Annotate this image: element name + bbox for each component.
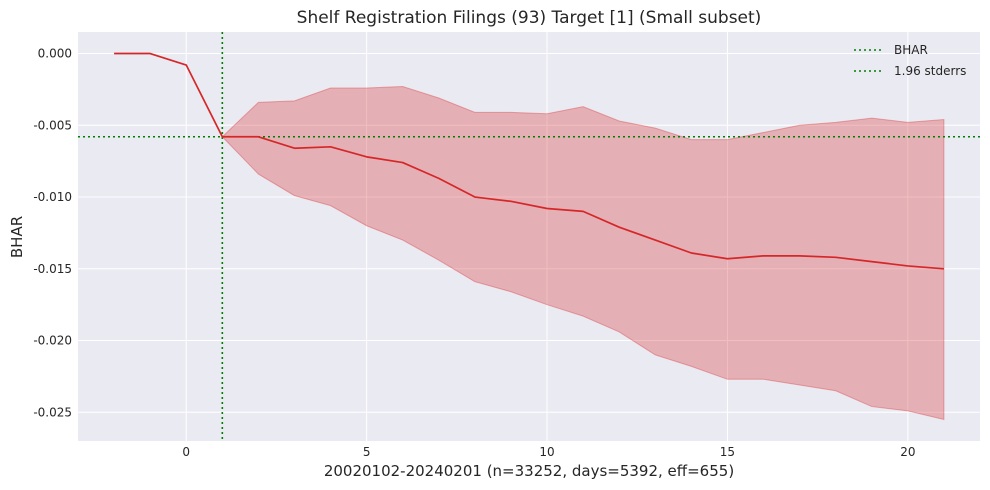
grid bbox=[78, 32, 980, 441]
x-tick-label: 20 bbox=[900, 445, 915, 459]
x-tick-label: 5 bbox=[363, 445, 371, 459]
bhar-line bbox=[114, 52, 944, 270]
x-tick-label: 0 bbox=[182, 445, 190, 459]
legend-label-bhar: BHAR bbox=[894, 43, 928, 57]
stderr-band bbox=[221, 86, 945, 421]
plot-background bbox=[78, 32, 980, 441]
tick-labels: 0 5 10 15 20 0.000 -0.005 -0.010 -0.015 -0.020 -0.… bbox=[33, 47, 915, 459]
error-band-layer bbox=[221, 86, 945, 421]
x-tick-label: 15 bbox=[720, 445, 735, 459]
legend-label-stderrs: 1.96 stderrs bbox=[894, 64, 966, 78]
legend: BHAR 1.96 stderrs bbox=[854, 43, 966, 78]
y-tick-label: -0.020 bbox=[33, 334, 72, 348]
x-axis-label: 20020102-20240201 (n=33252, days=5392, e… bbox=[324, 462, 734, 480]
y-tick-label: 0.000 bbox=[38, 47, 72, 61]
y-tick-label: -0.015 bbox=[33, 262, 72, 276]
x-tick-label: 10 bbox=[539, 445, 554, 459]
y-tick-label: -0.025 bbox=[33, 405, 72, 419]
y-axis-label: BHAR bbox=[8, 216, 26, 258]
y-tick-label: -0.005 bbox=[33, 118, 72, 132]
bhar-line-layer bbox=[114, 52, 944, 270]
y-tick-label: -0.010 bbox=[33, 190, 72, 204]
chart-title: Shelf Registration Filings (93) Target [… bbox=[297, 8, 762, 28]
